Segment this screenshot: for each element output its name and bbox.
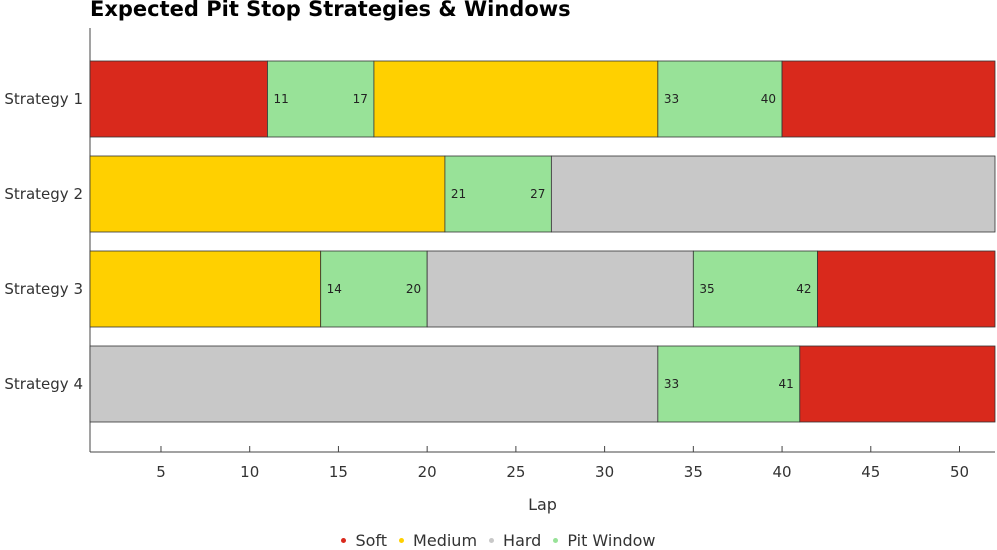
legend-dot-pit-window-icon — [553, 538, 559, 543]
x-tick-label-45: 45 — [861, 463, 880, 481]
bar-segment-strategy-2-medium-1 — [89, 155, 446, 233]
x-tick-label-5: 5 — [156, 463, 166, 481]
legend-item-pit-window: Pit Window — [553, 531, 656, 550]
bar-segment-strategy-1-soft-5 — [781, 60, 996, 138]
chart-title: Expected Pit Stop Strategies & Windows — [90, 0, 571, 21]
pit-window-start-label-strategy-2: 21 — [451, 187, 466, 201]
bar-segment-strategy-4-hard-1 — [89, 345, 659, 423]
x-tick-label-30: 30 — [595, 463, 614, 481]
x-tick-label-15: 15 — [329, 463, 348, 481]
pit-window-end-label-strategy-1: 40 — [761, 92, 776, 106]
pit-window-end-label-strategy-3: 20 — [406, 282, 421, 296]
bar-segment-strategy-1-soft-1 — [89, 60, 268, 138]
bar-segment-strategy-3-soft-5 — [817, 250, 996, 328]
legend-item-soft: Soft — [341, 531, 387, 550]
legend-item-medium: Medium — [399, 531, 477, 550]
legend-dot-medium-icon — [399, 538, 405, 543]
pit-window-start-label-strategy-1: 11 — [273, 92, 288, 106]
x-tick-label-35: 35 — [684, 463, 703, 481]
chart-legend: Soft Medium Hard Pit Window — [0, 531, 997, 550]
pit-window-end-label-strategy-1: 17 — [353, 92, 368, 106]
legend-dot-soft-icon — [341, 538, 347, 543]
category-label-strategy-2: Strategy 2 — [4, 185, 83, 203]
legend-label-medium: Medium — [413, 531, 478, 550]
bar-segment-strategy-3-pit-window-2 — [320, 250, 428, 328]
x-tick-label-10: 10 — [240, 463, 259, 481]
pit-window-start-label-strategy-3: 14 — [327, 282, 342, 296]
pit-window-start-label-strategy-1: 33 — [664, 92, 679, 106]
x-tick-label-50: 50 — [950, 463, 969, 481]
bar-segment-strategy-3-pit-window-4 — [692, 250, 818, 328]
bar-segment-strategy-3-hard-3 — [426, 250, 694, 328]
category-label-strategy-4: Strategy 4 — [4, 375, 83, 393]
bar-segment-strategy-1-pit-window-4 — [657, 60, 783, 138]
x-tick-label-25: 25 — [506, 463, 525, 481]
legend-label-hard: Hard — [503, 531, 542, 550]
pit-window-end-label-strategy-4: 41 — [779, 377, 794, 391]
category-label-strategy-1: Strategy 1 — [4, 90, 83, 108]
bar-segment-strategy-4-soft-3 — [799, 345, 996, 423]
legend-label-pit-window: Pit Window — [567, 531, 656, 550]
x-axis-title: Lap — [528, 495, 557, 514]
pit-window-end-label-strategy-3: 42 — [796, 282, 811, 296]
x-tick-label-40: 40 — [773, 463, 792, 481]
pit-window-start-label-strategy-3: 35 — [699, 282, 714, 296]
legend-dot-hard-icon — [489, 538, 495, 543]
legend-item-hard: Hard — [489, 531, 541, 550]
legend-label-soft: Soft — [355, 531, 388, 550]
bar-segment-strategy-1-pit-window-2 — [267, 60, 375, 138]
bar-segment-strategy-1-medium-3 — [373, 60, 659, 138]
bar-segment-strategy-2-pit-window-2 — [444, 155, 552, 233]
x-tick-label-20: 20 — [418, 463, 437, 481]
bar-segment-strategy-2-hard-3 — [550, 155, 996, 233]
category-label-strategy-3: Strategy 3 — [4, 280, 83, 298]
pit-window-start-label-strategy-4: 33 — [664, 377, 679, 391]
bar-segment-strategy-3-medium-1 — [89, 250, 322, 328]
pit-window-end-label-strategy-2: 27 — [530, 187, 545, 201]
